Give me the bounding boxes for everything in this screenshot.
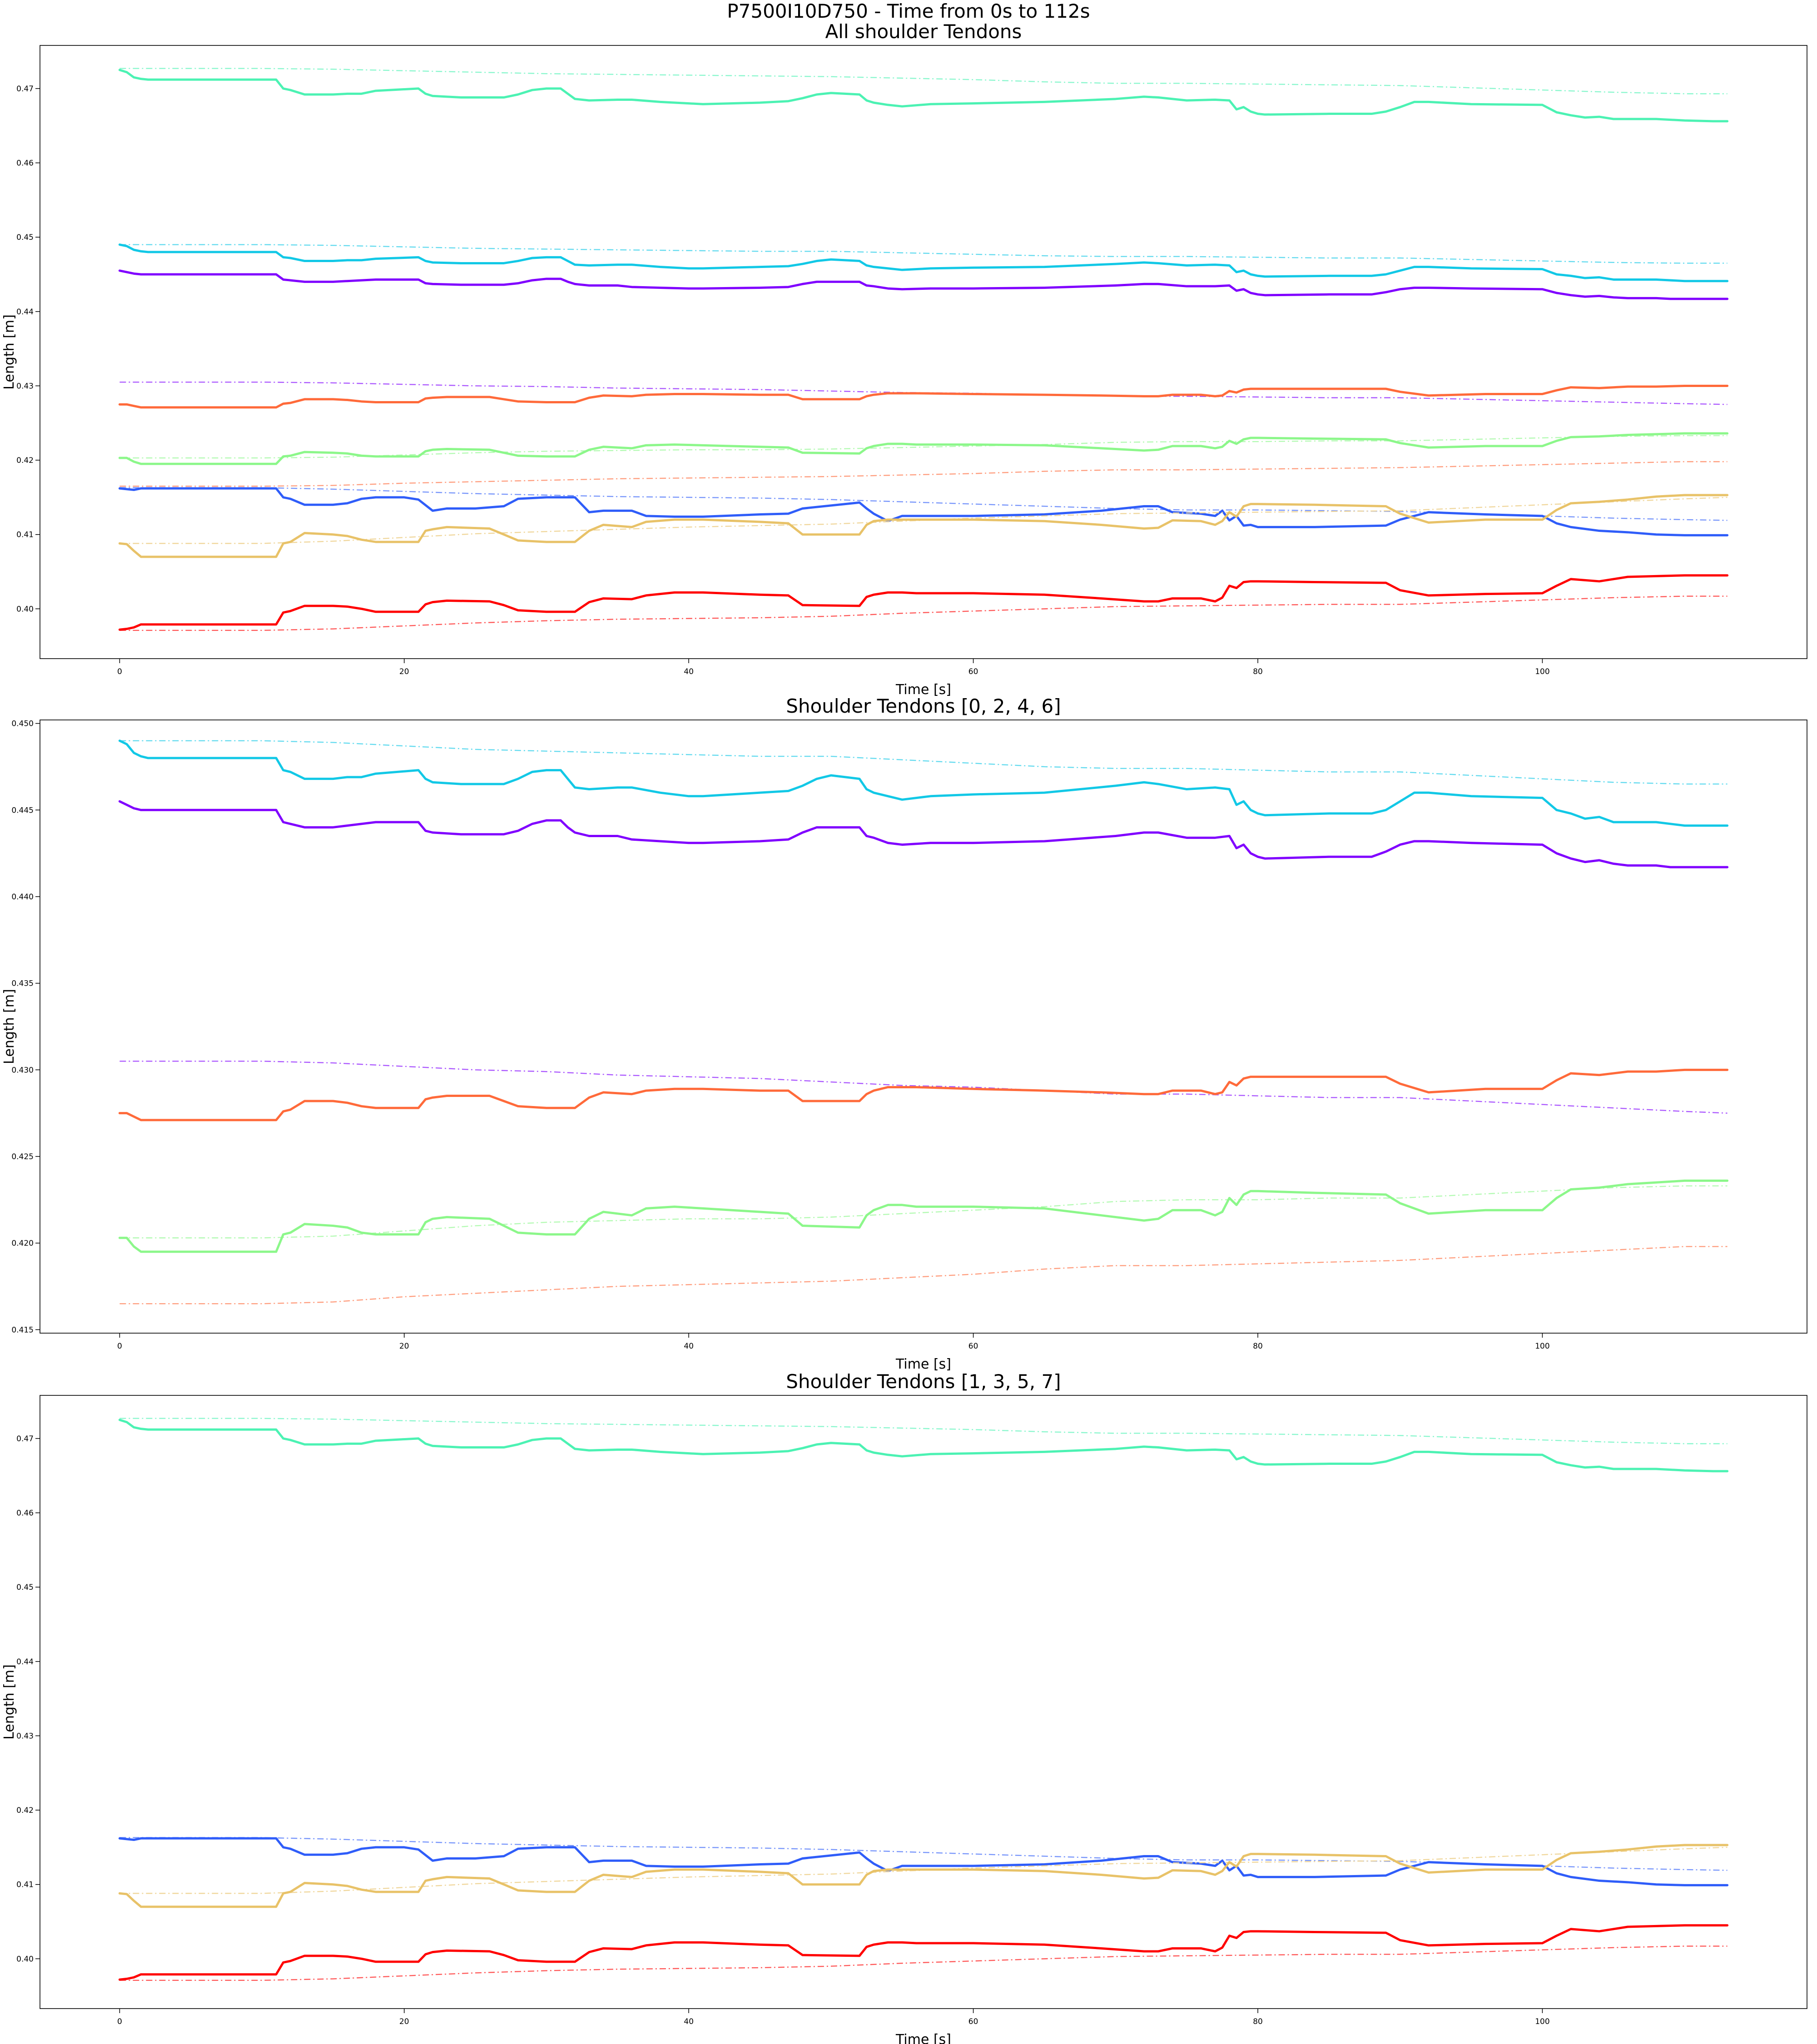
chart-title: Shoulder Tendons [0, 2, 4, 6] <box>786 695 1061 717</box>
series-2-reference-line <box>119 244 1728 264</box>
plot-frame <box>40 719 1807 1334</box>
x-axis-label: Time [s] <box>895 682 951 698</box>
series-5-measured-line <box>118 1844 1729 1908</box>
x-tick-label: 0 <box>117 667 122 676</box>
y-tick-label: 0.40 <box>16 1955 34 1964</box>
y-tick-label: 0.450 <box>11 719 34 729</box>
y-tick-label: 0.40 <box>16 605 34 614</box>
x-tick-label: 0 <box>117 2017 122 2026</box>
y-tick-label: 0.425 <box>11 1152 34 1161</box>
y-axis-label: Length [m] <box>1 989 17 1064</box>
x-tick-label: 20 <box>399 2017 409 2026</box>
plot-frame <box>40 45 1807 659</box>
series-4-reference-line <box>119 1185 1728 1239</box>
y-tick-label: 0.45 <box>16 233 34 242</box>
series-2-measured-line <box>118 243 1729 283</box>
chart-0: All shoulder Tendons 0 20 40 60 80 100 0.40 0.41… <box>1 20 1807 698</box>
series-4-measured-line <box>118 1179 1729 1253</box>
x-tick-label: 20 <box>399 1342 409 1351</box>
chart-1: Shoulder Tendons [0, 2, 4, 6] 0 20 40 60 80 10… <box>1 695 1807 1372</box>
series-6-measured-line <box>118 1068 1729 1121</box>
series-7-measured-line <box>118 1924 1729 1981</box>
x-tick-label: 100 <box>1535 1342 1549 1351</box>
x-tick-label: 40 <box>684 2017 694 2026</box>
plot-frame <box>40 1395 1807 2009</box>
plot-area <box>118 68 1729 631</box>
series-3-reference-line <box>119 68 1728 94</box>
series-0-measured-line <box>118 800 1729 868</box>
x-tick-label: 60 <box>968 667 978 676</box>
series-6-reference-line <box>119 1246 1728 1305</box>
x-tick-label: 60 <box>968 1342 978 1351</box>
x-tick-label: 40 <box>684 1342 694 1351</box>
y-tick-label: 0.445 <box>11 806 34 815</box>
x-tick-label: 80 <box>1253 1342 1263 1351</box>
plot-area <box>118 1418 1729 1981</box>
y-tick-label: 0.43 <box>16 382 34 391</box>
y-tick-label: 0.46 <box>16 1509 34 1518</box>
y-tick-label: 0.420 <box>11 1239 34 1248</box>
y-tick-label: 0.47 <box>16 1434 34 1444</box>
x-tick-label: 60 <box>968 2017 978 2026</box>
y-tick-label: 0.43 <box>16 1731 34 1741</box>
chart-title: All shoulder Tendons <box>825 20 1022 43</box>
y-tick-label: 0.435 <box>11 979 34 988</box>
y-tick-label: 0.41 <box>16 531 34 540</box>
x-tick-label: 0 <box>117 1342 122 1351</box>
series-5-measured-line <box>118 494 1729 558</box>
series-1-measured-line <box>118 487 1729 536</box>
series-4-measured-line <box>118 432 1729 465</box>
y-tick-label: 0.44 <box>16 308 34 317</box>
x-axis-label: Time [s] <box>895 2032 951 2044</box>
x-tick-label: 100 <box>1535 667 1549 676</box>
series-7-measured-line <box>118 574 1729 631</box>
series-6-measured-line <box>118 384 1729 409</box>
series-3-measured-line <box>118 1419 1729 1473</box>
series-7-reference-line <box>119 595 1728 631</box>
x-axis-label: Time [s] <box>895 1356 951 1372</box>
y-tick-label: 0.47 <box>16 84 34 94</box>
series-2-reference-line <box>119 740 1728 785</box>
plot-area <box>118 739 1729 1305</box>
series-2-measured-line <box>118 739 1729 827</box>
series-3-measured-line <box>118 69 1729 123</box>
series-6-reference-line <box>119 461 1728 487</box>
y-tick-label: 0.45 <box>16 1583 34 1592</box>
y-tick-label: 0.42 <box>16 456 34 465</box>
y-tick-label: 0.46 <box>16 159 34 168</box>
y-tick-label: 0.41 <box>16 1880 34 1890</box>
x-tick-label: 100 <box>1535 2017 1549 2026</box>
series-3-reference-line <box>119 1418 1728 1444</box>
series-7-reference-line <box>119 1945 1728 1981</box>
chart-2: Shoulder Tendons [1, 3, 5, 7] 0 20 40 60 80 10… <box>1 1370 1807 2044</box>
chart-title: Shoulder Tendons [1, 3, 5, 7] <box>786 1370 1061 1393</box>
series-0-reference-line <box>119 1061 1728 1114</box>
y-tick-label: 0.42 <box>16 1806 34 1815</box>
series-0-measured-line <box>118 269 1729 300</box>
y-tick-label: 0.440 <box>11 893 34 902</box>
y-tick-label: 0.430 <box>11 1066 34 1075</box>
series-1-measured-line <box>118 1837 1729 1886</box>
y-tick-label: 0.44 <box>16 1657 34 1667</box>
y-axis-label: Length [m] <box>1 314 17 390</box>
x-tick-label: 80 <box>1253 2017 1263 2026</box>
series-1-reference-line <box>119 1837 1728 1871</box>
y-axis-label: Length [m] <box>1 1664 17 1740</box>
x-tick-label: 40 <box>684 667 694 676</box>
x-tick-label: 80 <box>1253 667 1263 676</box>
y-tick-label: 0.415 <box>11 1325 34 1335</box>
figure-title: P7500I10D750 - Time from 0s to 112s <box>727 0 1090 22</box>
series-1-reference-line <box>119 487 1728 521</box>
x-tick-label: 20 <box>399 667 409 676</box>
